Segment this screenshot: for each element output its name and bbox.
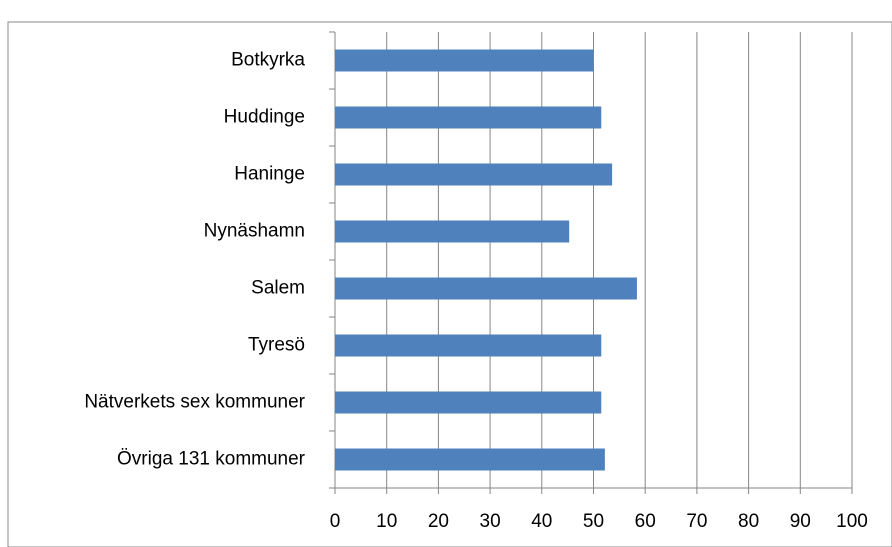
bar	[335, 49, 594, 72]
y-tick-label: Botkyrka	[231, 50, 305, 71]
x-tick-label: 50	[583, 511, 604, 532]
x-tick-label: 0	[330, 511, 341, 532]
bar	[335, 448, 605, 471]
y-tick-label: Haninge	[234, 164, 305, 185]
y-tick-label: Tyresö	[248, 335, 305, 356]
bar	[335, 391, 602, 414]
x-tick-label: 30	[480, 511, 501, 532]
x-tick-label: 60	[635, 511, 656, 532]
x-tick-label: 70	[686, 511, 707, 532]
y-tick-label: Övriga 131 kommuner	[117, 449, 306, 470]
bar	[335, 220, 570, 243]
y-tick-label: Nynäshamn	[204, 221, 305, 242]
bar	[335, 334, 602, 357]
x-tick-label: 100	[836, 511, 868, 532]
bar	[335, 277, 637, 300]
bar	[335, 163, 613, 186]
bar	[335, 106, 602, 129]
x-tick-label: 80	[738, 511, 759, 532]
x-tick-label: 20	[428, 511, 449, 532]
x-tick-label: 10	[376, 511, 397, 532]
x-tick-label: 90	[790, 511, 811, 532]
y-tick-label: Huddinge	[224, 107, 305, 128]
y-tick-label: Salem	[251, 278, 305, 299]
y-tick-label: Nätverkets sex kommuner	[84, 392, 305, 413]
x-tick-label: 40	[531, 511, 552, 532]
